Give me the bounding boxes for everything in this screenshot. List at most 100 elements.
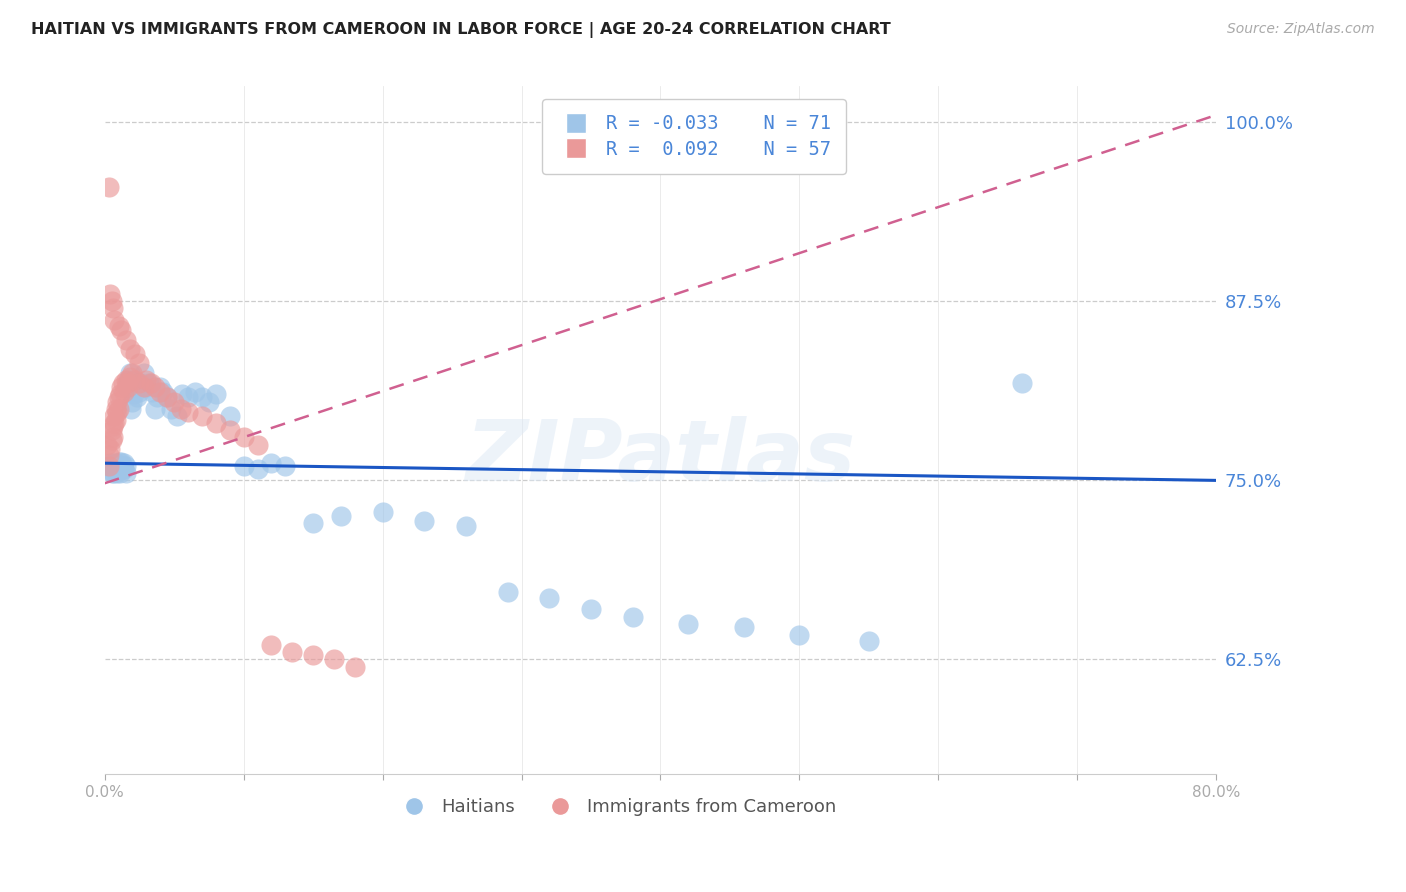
Point	[108, 458, 131, 473]
Point	[143, 380, 166, 394]
Point	[103, 467, 125, 481]
Point	[128, 356, 150, 370]
Point	[205, 387, 228, 401]
Legend: Haitians, Immigrants from Cameroon: Haitians, Immigrants from Cameroon	[388, 791, 844, 823]
Point	[260, 456, 283, 470]
Point	[124, 373, 146, 387]
Point	[177, 390, 200, 404]
Point	[135, 373, 157, 387]
Point	[156, 390, 179, 404]
Point	[100, 458, 122, 473]
Point	[108, 467, 131, 481]
Point	[170, 401, 193, 416]
Point	[112, 462, 135, 476]
Point	[177, 404, 200, 418]
Point	[115, 376, 138, 390]
Point	[98, 456, 121, 470]
Point	[302, 516, 325, 531]
Point	[232, 430, 254, 444]
Point	[96, 437, 118, 451]
Point	[105, 394, 128, 409]
Point	[246, 437, 269, 451]
Point	[160, 401, 183, 416]
Point	[107, 390, 129, 404]
Text: ZIPatlas: ZIPatlas	[465, 417, 856, 500]
Point	[101, 462, 124, 476]
Point	[110, 380, 132, 394]
Point	[121, 394, 143, 409]
Point	[117, 373, 139, 387]
Point	[260, 638, 283, 652]
Point	[100, 434, 122, 448]
Point	[205, 416, 228, 430]
Point	[139, 376, 162, 390]
Point	[104, 413, 127, 427]
Point	[98, 442, 121, 456]
Point	[110, 462, 132, 476]
Point	[98, 287, 121, 301]
Point	[118, 366, 141, 380]
Point	[111, 462, 134, 476]
Point	[107, 401, 129, 416]
Point	[274, 458, 297, 473]
Point	[97, 463, 120, 477]
Point	[149, 384, 172, 399]
Point	[112, 456, 135, 470]
Point	[117, 380, 139, 394]
Point	[371, 505, 394, 519]
Point	[107, 318, 129, 333]
Point	[121, 366, 143, 380]
Point	[152, 384, 174, 399]
Point	[218, 409, 240, 423]
Point	[413, 514, 436, 528]
Point	[114, 373, 136, 387]
Point	[246, 462, 269, 476]
Point	[454, 519, 477, 533]
Point	[101, 456, 124, 470]
Point	[101, 430, 124, 444]
Point	[101, 419, 124, 434]
Point	[103, 409, 125, 423]
Point	[124, 380, 146, 394]
Point	[104, 462, 127, 476]
Point	[110, 323, 132, 337]
Point	[789, 628, 811, 642]
Point	[621, 609, 644, 624]
Point	[101, 301, 124, 316]
Point	[128, 384, 150, 399]
Point	[104, 456, 127, 470]
Point	[198, 394, 221, 409]
Point	[112, 384, 135, 399]
Point	[135, 380, 157, 394]
Point	[733, 619, 755, 633]
Point	[323, 652, 346, 666]
Point	[108, 387, 131, 401]
Point	[146, 390, 169, 404]
Point	[343, 659, 366, 673]
Point	[105, 467, 128, 481]
Point	[120, 401, 142, 416]
Point	[858, 633, 880, 648]
Point	[166, 409, 188, 423]
Point	[97, 179, 120, 194]
Point	[156, 390, 179, 404]
Point	[124, 347, 146, 361]
Point	[100, 467, 122, 481]
Point	[538, 591, 561, 605]
Point	[103, 458, 125, 473]
Point	[218, 423, 240, 437]
Point	[302, 648, 325, 663]
Point	[128, 376, 150, 390]
Point	[232, 458, 254, 473]
Point	[114, 467, 136, 481]
Point	[149, 380, 172, 394]
Point	[103, 313, 125, 327]
Point	[118, 370, 141, 384]
Point	[496, 585, 519, 599]
Point	[281, 645, 304, 659]
Point	[1011, 376, 1033, 390]
Point	[97, 458, 120, 473]
Point	[100, 423, 122, 437]
Point	[97, 448, 120, 462]
Point	[329, 509, 352, 524]
